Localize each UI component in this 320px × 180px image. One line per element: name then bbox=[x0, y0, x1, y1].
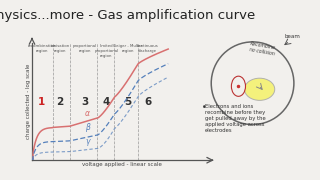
Text: beam: beam bbox=[285, 34, 301, 39]
Text: 5: 5 bbox=[124, 97, 132, 107]
Text: ionisation
region: ionisation region bbox=[50, 44, 69, 53]
Text: proportional
region: proportional region bbox=[73, 44, 97, 53]
Text: 3: 3 bbox=[81, 97, 89, 107]
Y-axis label: charge collected - log scale: charge collected - log scale bbox=[26, 64, 31, 139]
Text: 4: 4 bbox=[103, 97, 110, 107]
Text: •: • bbox=[202, 103, 207, 112]
Text: continuous
discharge: continuous discharge bbox=[137, 44, 158, 53]
Text: 6: 6 bbox=[144, 97, 151, 107]
Text: Geiger - Muller
region: Geiger - Muller region bbox=[113, 44, 142, 53]
Text: recombination
region: recombination region bbox=[28, 44, 56, 53]
Text: Recombine
no collision: Recombine no collision bbox=[249, 41, 276, 57]
Text: limited
proportional
region: limited proportional region bbox=[94, 44, 118, 58]
Text: Electrons and ions
recombine before they
get pulled away by the
applied voltage : Electrons and ions recombine before they… bbox=[205, 104, 266, 133]
Text: 1: 1 bbox=[38, 97, 45, 107]
X-axis label: voltage applied - linear scale: voltage applied - linear scale bbox=[82, 162, 162, 167]
Ellipse shape bbox=[231, 76, 245, 96]
Text: $\alpha$: $\alpha$ bbox=[84, 109, 91, 118]
Text: $\beta$: $\beta$ bbox=[85, 121, 92, 134]
Text: $\gamma$: $\gamma$ bbox=[85, 137, 92, 148]
Text: Physics...more - Gas amplification curve: Physics...more - Gas amplification curve bbox=[0, 9, 255, 22]
Ellipse shape bbox=[244, 78, 275, 100]
Text: 2: 2 bbox=[56, 97, 63, 107]
